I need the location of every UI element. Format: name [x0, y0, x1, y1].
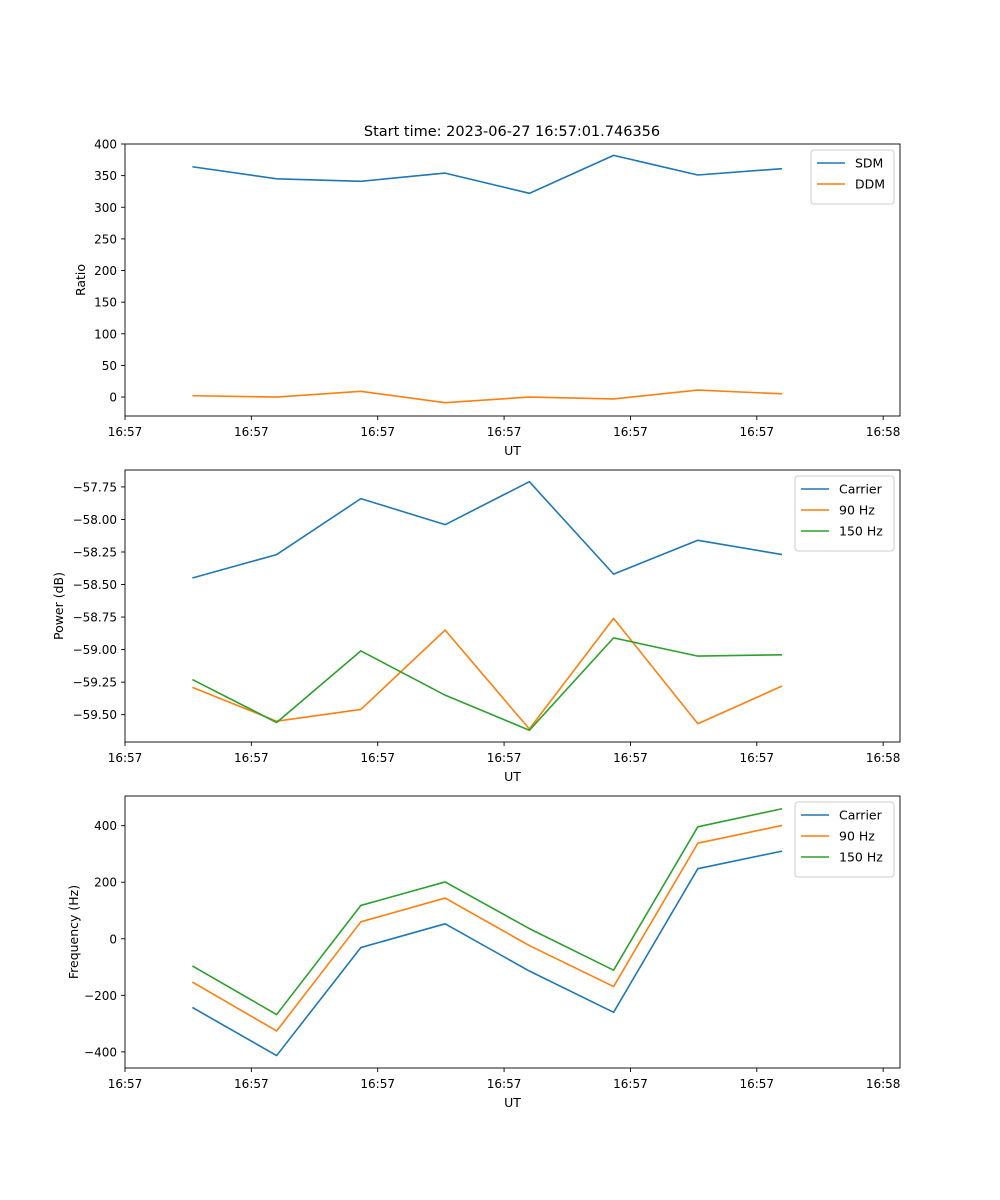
y-tick-label: 0: [109, 391, 117, 405]
x-tick-label: 16:57: [613, 751, 648, 765]
x-tick-label: 16:58: [866, 751, 901, 765]
legend: Carrier 90 Hz 150 Hz: [794, 475, 895, 552]
legend-entry-label: Carrier: [839, 808, 883, 823]
y-tick-label: 400: [94, 819, 117, 833]
series-line-90-hz: [192, 617, 783, 730]
x-tick-label: 16:57: [613, 425, 648, 439]
axes-frame: [124, 469, 901, 743]
y-tick-label: −59.25: [73, 676, 117, 690]
x-tick-label: 16:57: [739, 751, 774, 765]
y-tick-label: −58.75: [73, 611, 117, 625]
x-tick-label: 16:57: [108, 425, 143, 439]
series-line-90-hz: [191, 824, 783, 1032]
x-axis-label: UT: [504, 443, 521, 458]
y-tick-label: 250: [94, 232, 117, 246]
x-tick-label: 16:57: [739, 1077, 774, 1091]
y-tick-label: −59.00: [73, 643, 117, 657]
x-axis-label: UT: [504, 1095, 521, 1110]
x-tick-label: 16:58: [866, 425, 901, 439]
y-tick-label: 300: [94, 201, 117, 215]
legend-entry-label: 150 Hz: [839, 850, 883, 865]
figure-title: Start time: 2023-06-27 16:57:01.746356: [364, 124, 660, 140]
y-tick-label: −400: [84, 1045, 117, 1059]
axes-frame: [124, 143, 901, 417]
y-axis-label: Ratio: [73, 264, 88, 296]
y-tick-label: −59.50: [73, 708, 117, 722]
y-tick-label: −58.25: [73, 545, 117, 559]
legend: Carrier 90 Hz 150 Hz: [794, 801, 895, 878]
y-tick-label: 0: [109, 932, 117, 946]
series-line-ddm: [192, 389, 783, 404]
x-tick-label: 16:57: [739, 425, 774, 439]
x-tick-label: 16:57: [108, 751, 143, 765]
x-tick-label: 16:58: [866, 1077, 901, 1091]
y-tick-label: 400: [94, 138, 117, 152]
x-tick-label: 16:57: [613, 1077, 648, 1091]
y-tick-label: 100: [94, 327, 117, 341]
legend-entry-label: Carrier: [839, 482, 883, 497]
y-tick-label: 200: [94, 264, 117, 278]
y-tick-label: 50: [102, 359, 117, 373]
x-tick-label: 16:57: [234, 425, 269, 439]
legend-box: [794, 801, 895, 878]
y-tick-label: 150: [94, 296, 117, 310]
series-line-150-hz: [191, 807, 783, 1016]
x-tick-label: 16:57: [360, 1077, 395, 1091]
x-tick-label: 16:57: [360, 751, 395, 765]
series-line-150-hz: [192, 637, 783, 732]
series-line-carrier: [192, 480, 783, 579]
x-tick-label: 16:57: [487, 425, 522, 439]
x-axis-label: UT: [504, 769, 521, 784]
legend-entry-label: 90 Hz: [839, 829, 875, 844]
legend-entry-label: DDM: [855, 177, 885, 192]
y-axis-label: Frequency (Hz): [66, 885, 81, 979]
x-tick-label: 16:57: [360, 425, 395, 439]
y-tick-label: −200: [84, 989, 117, 1003]
legend: SDM DDM: [810, 149, 895, 205]
axes-frame: [124, 795, 901, 1069]
y-axis-label: Power (dB): [51, 572, 66, 640]
series-line-sdm: [192, 154, 783, 195]
legend-box: [794, 475, 895, 552]
y-tick-label: 350: [94, 169, 117, 183]
x-tick-label: 16:57: [487, 751, 522, 765]
legend-entry-label: SDM: [855, 156, 883, 171]
y-tick-label: −58.50: [73, 578, 117, 592]
y-tick-label: −57.75: [73, 480, 117, 494]
x-tick-label: 16:57: [234, 751, 269, 765]
series-line-carrier: [191, 850, 783, 1057]
subplot-1: 16:57 16:57 16:57 16:57 16:57 16:57 16:58 0 50 10…: [73, 138, 901, 458]
legend-entry-label: 150 Hz: [839, 524, 883, 539]
y-tick-label: 200: [94, 876, 117, 890]
y-tick-label: −58.00: [73, 513, 117, 527]
legend-entry-label: 90 Hz: [839, 503, 875, 518]
x-tick-label: 16:57: [108, 1077, 143, 1091]
x-tick-label: 16:57: [234, 1077, 269, 1091]
x-tick-label: 16:57: [487, 1077, 522, 1091]
subplot-3: 16:57 16:57 16:57 16:57 16:57 16:57 16:58 −400 −…: [66, 795, 901, 1110]
subplot-2: 16:57 16:57 16:57 16:57 16:57 16:57 16:58 −59.5…: [51, 469, 901, 784]
